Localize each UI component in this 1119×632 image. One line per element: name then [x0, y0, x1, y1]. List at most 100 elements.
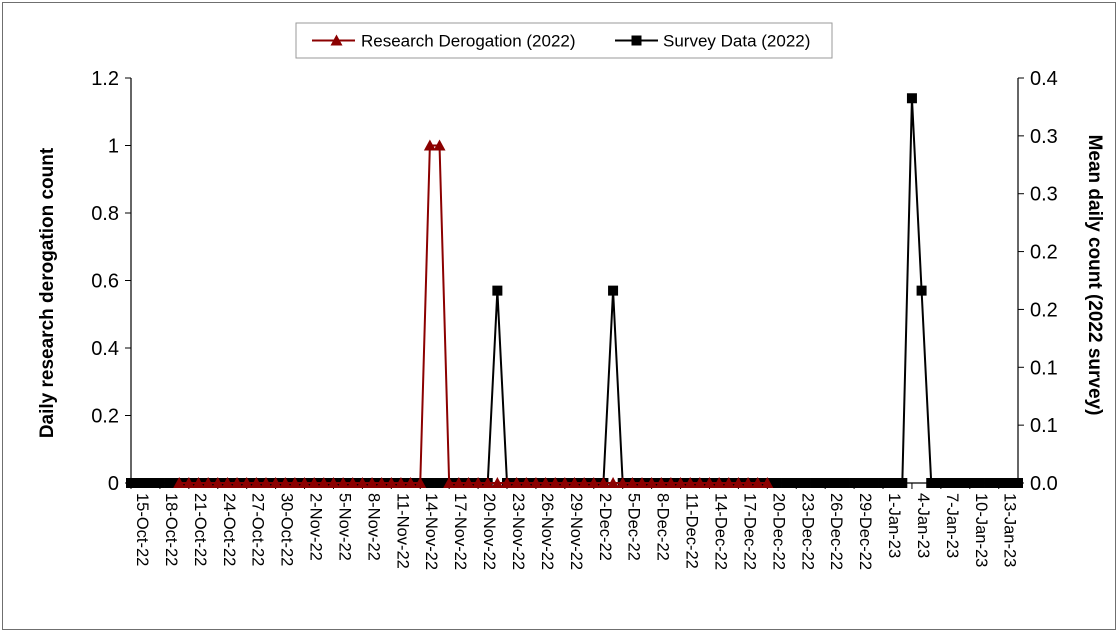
data-point — [279, 477, 292, 488]
x-tick-label: 11-Dec-22 — [683, 493, 701, 569]
x-tick-label: 14-Dec-22 — [711, 493, 729, 570]
legend-marker-square — [631, 35, 642, 46]
data-point — [423, 139, 436, 151]
data-point — [385, 477, 398, 488]
data-point — [810, 478, 821, 488]
right-axis-title: Mean daily count (2022 survey) — [1084, 135, 1105, 416]
data-point — [298, 477, 311, 488]
dual-axis-line-chart: 00.20.40.60.811.2 0.00.10.10.20.20.30.30… — [37, 22, 1105, 570]
data-point — [192, 477, 205, 488]
series-line — [179, 144, 768, 484]
data-point — [221, 477, 234, 488]
left-tick-label: 1.2 — [91, 68, 119, 90]
data-point — [481, 477, 494, 488]
legend-label-research: Research Derogation (2022) — [361, 32, 576, 51]
left-y-axis-ticks: 0 0.2 0.4 0.6 0.8 1 1.2 — [91, 68, 131, 495]
data-point — [713, 477, 726, 488]
legend-marker-triangle — [330, 34, 343, 46]
x-tick-label: 27-Oct-22 — [249, 493, 267, 566]
left-tick-label: 0 — [108, 473, 119, 495]
data-point — [645, 477, 658, 488]
data-point — [635, 477, 648, 488]
x-tick-label: 2-Nov-22 — [307, 493, 325, 561]
left-tick-label: 0.6 — [91, 271, 119, 293]
data-point — [346, 477, 359, 488]
data-point — [587, 477, 600, 488]
data-point — [202, 477, 215, 488]
data-point — [145, 478, 156, 488]
x-tick-label: 29-Dec-22 — [856, 493, 874, 570]
series-research-derogation — [173, 139, 774, 488]
data-point — [529, 477, 542, 488]
right-y-axis-ticks: 0.0 0.1 0.1 0.2 0.2 0.3 0.3 0.4 — [1018, 68, 1058, 495]
data-point — [839, 478, 850, 488]
data-point — [568, 477, 581, 488]
data-point — [424, 478, 435, 488]
data-point — [259, 477, 272, 488]
data-point — [308, 477, 321, 488]
data-point — [375, 477, 388, 488]
data-point — [1003, 478, 1014, 488]
x-tick-label: 7-Jan-23 — [943, 493, 961, 558]
data-point — [491, 477, 504, 488]
data-point — [337, 477, 350, 488]
data-point — [820, 478, 831, 488]
x-tick-label: 5-Nov-22 — [335, 493, 353, 561]
right-tick-label: 0.1 — [1030, 415, 1058, 437]
right-tick-label: 0.1 — [1030, 357, 1058, 379]
data-point — [878, 478, 889, 488]
x-tick-label: 24-Oct-22 — [220, 493, 238, 566]
x-tick-label: 8-Nov-22 — [364, 493, 382, 561]
data-point — [356, 477, 369, 488]
x-tick-label: 18-Oct-22 — [162, 493, 180, 566]
data-point — [288, 477, 301, 488]
right-tick-label: 0.3 — [1030, 184, 1058, 206]
data-point — [182, 477, 195, 488]
data-point — [655, 477, 668, 488]
series-survey-data — [126, 93, 1023, 488]
data-point — [1013, 478, 1023, 488]
data-point — [897, 478, 908, 488]
data-point — [472, 477, 485, 488]
data-point — [154, 478, 165, 488]
data-point — [510, 477, 523, 488]
data-point — [684, 477, 697, 488]
x-tick-label: 10-Jan-23 — [972, 493, 990, 567]
data-point — [849, 478, 860, 488]
x-tick-label: 21-Oct-22 — [191, 493, 209, 566]
data-point — [955, 478, 966, 488]
x-tick-label: 8-Dec-22 — [654, 493, 672, 561]
x-tick-label: 13-Jan-23 — [1001, 493, 1019, 567]
data-point — [916, 285, 927, 296]
data-point — [868, 478, 879, 488]
x-tick-label: 17-Nov-22 — [451, 493, 469, 570]
data-point — [974, 478, 985, 488]
data-point — [703, 477, 716, 488]
right-tick-label: 0.4 — [1030, 68, 1058, 90]
legend-label-survey: Survey Data (2022) — [663, 32, 810, 51]
data-point — [433, 139, 446, 151]
x-tick-label: 29-Nov-22 — [567, 493, 585, 570]
axes — [130, 78, 1019, 484]
data-point — [935, 478, 946, 488]
x-tick-label: 30-Oct-22 — [278, 493, 296, 566]
data-point — [906, 93, 917, 104]
right-tick-label: 0.3 — [1030, 126, 1058, 148]
x-tick-label: 23-Dec-22 — [798, 493, 816, 570]
data-point — [945, 478, 956, 488]
data-point — [501, 477, 514, 488]
data-point — [549, 477, 562, 488]
x-axis-ticks: 15-Oct-22 18-Oct-22 21-Oct-22 24-Oct-22 27-O… — [130, 483, 1019, 570]
data-point — [414, 477, 427, 488]
data-point — [327, 477, 340, 488]
data-point — [993, 478, 1004, 488]
left-tick-label: 0.2 — [91, 406, 119, 428]
data-point — [608, 285, 619, 296]
data-point — [616, 477, 629, 488]
right-tick-label: 0.0 — [1030, 473, 1058, 495]
data-point — [664, 477, 677, 488]
data-point — [366, 477, 379, 488]
data-point — [578, 477, 591, 488]
data-point — [434, 478, 445, 488]
